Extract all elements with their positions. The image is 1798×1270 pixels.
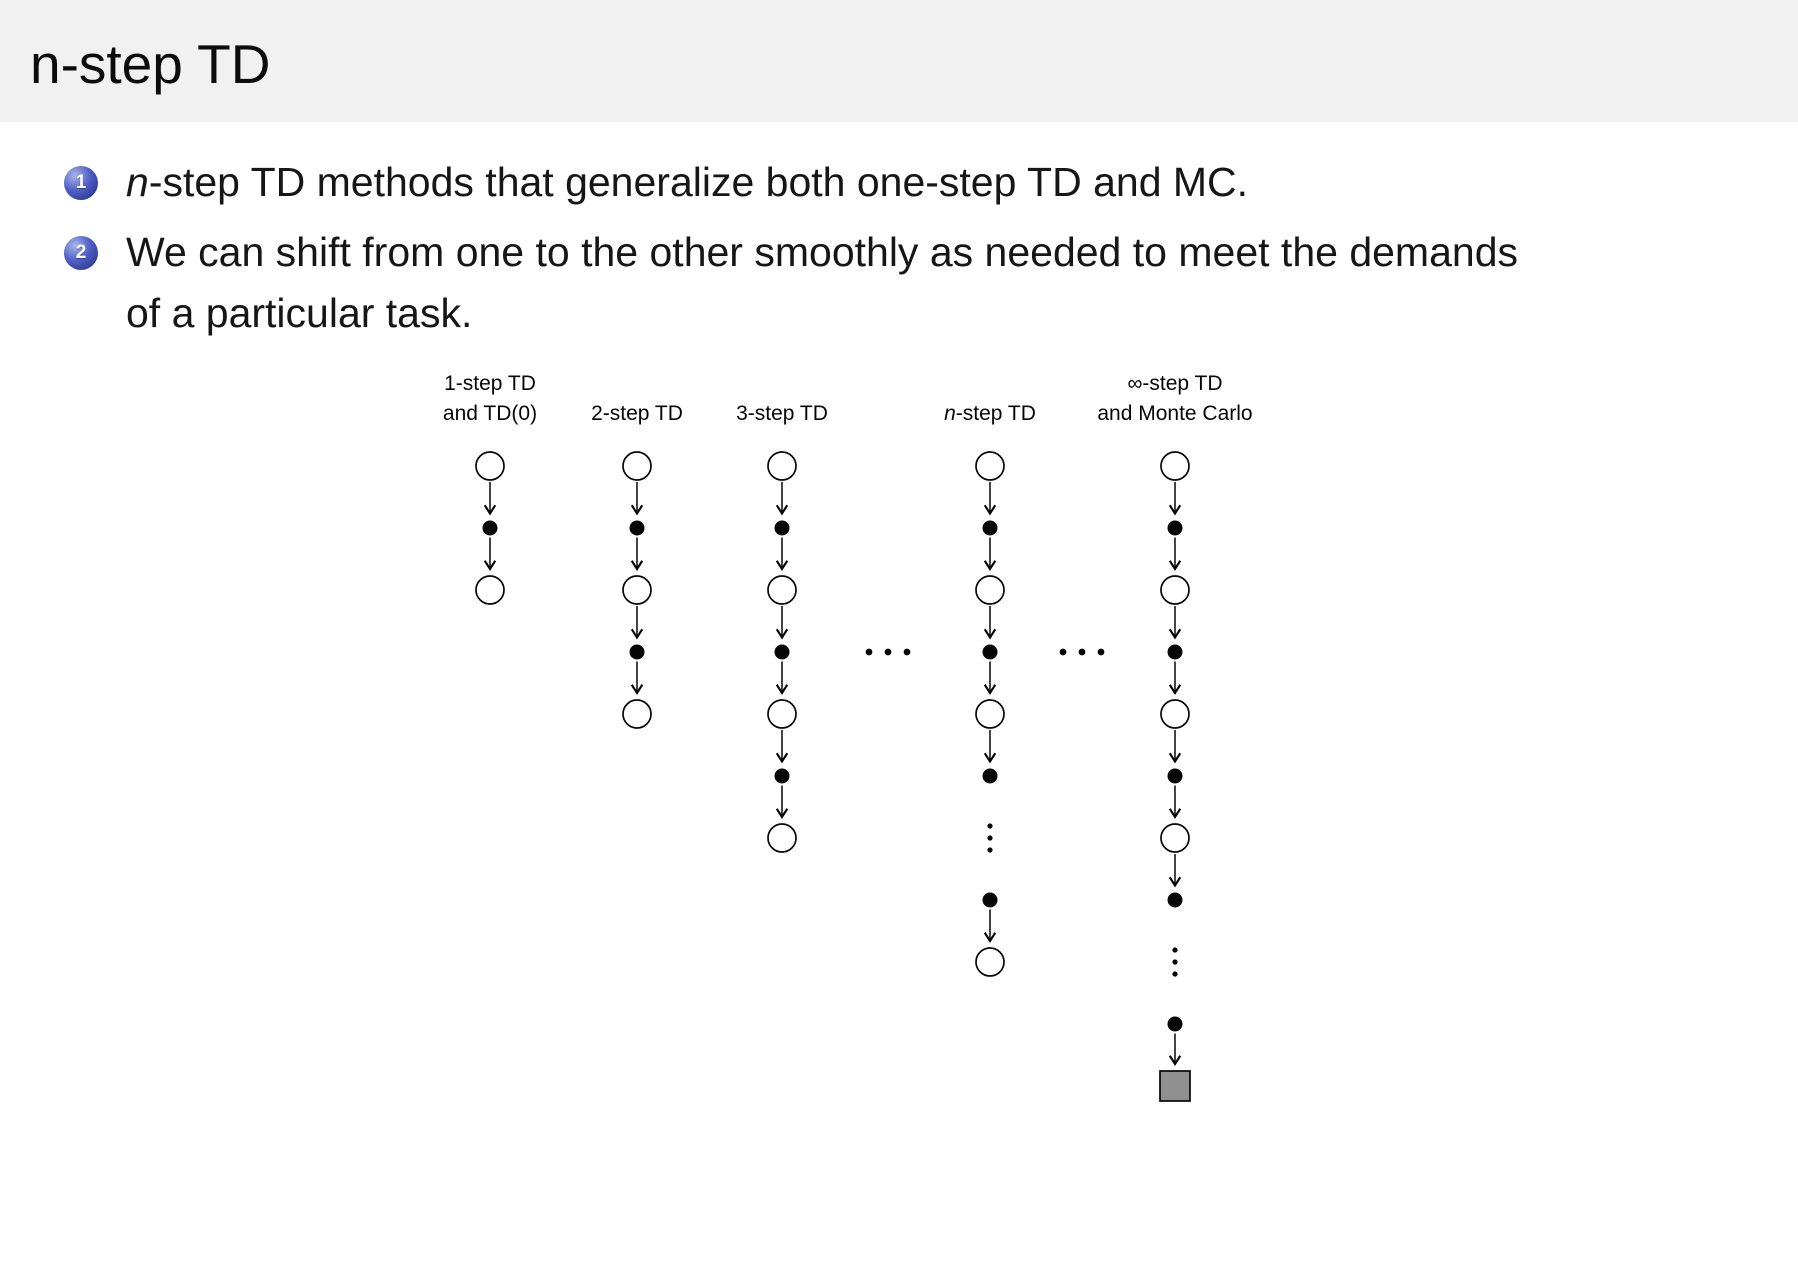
diagram-column-n-step-td: n-step TD: [944, 402, 1036, 977]
bullet-text: We can shift from one to the other smoot…: [126, 229, 1518, 336]
action-node: [482, 520, 498, 536]
bullet-number: 2: [75, 242, 87, 264]
state-node: [767, 575, 797, 605]
bullet-item: 1 n-step TD methods that generalize both…: [64, 152, 1534, 212]
state-node: [767, 699, 797, 729]
state-node: [1160, 699, 1190, 729]
state-node: [975, 699, 1005, 729]
action-node: [774, 768, 790, 784]
action-node: [1167, 892, 1183, 908]
horizontal-ellipsis-dot: [865, 648, 873, 656]
bullet-number: 1: [75, 172, 87, 193]
action-node: [982, 768, 998, 784]
action-node: [774, 520, 790, 536]
state-node: [767, 823, 797, 853]
horizontal-ellipsis-dot: [903, 648, 911, 656]
diagram-column-2-step-td: 2-step TD: [591, 402, 683, 729]
page-title: n-step TD: [30, 33, 271, 95]
action-node: [1167, 520, 1183, 536]
diagram-column-1-step-td: 1-step TD and TD(0): [443, 372, 537, 605]
terminal-state-node: [1159, 1070, 1191, 1102]
action-node: [982, 644, 998, 660]
column-label: n-step TD: [944, 402, 1036, 425]
vertical-ellipsis-dot: [987, 835, 993, 841]
action-node: [629, 644, 645, 660]
action-node: [1167, 768, 1183, 784]
column-label: and Monte Carlo: [1097, 402, 1252, 425]
horizontal-ellipsis-dot: [1097, 648, 1105, 656]
state-node: [622, 451, 652, 481]
horizontal-ellipsis-dot: [884, 648, 892, 656]
action-node: [1167, 1016, 1183, 1032]
column-label: 2-step TD: [591, 402, 683, 425]
state-node: [767, 451, 797, 481]
state-node: [1160, 575, 1190, 605]
action-node: [774, 644, 790, 660]
column-label: 3-step TD: [736, 402, 828, 425]
column-label: and TD(0): [443, 402, 537, 425]
state-node: [1160, 823, 1190, 853]
action-node: [982, 520, 998, 536]
diagram-column-infinity-step-td: ∞-step TD and Monte Carlo: [1097, 372, 1253, 1102]
bullet-badge: 1: [64, 166, 98, 200]
state-node: [622, 699, 652, 729]
vertical-ellipsis-dot: [1172, 947, 1178, 953]
column-label: 1-step TD: [444, 372, 536, 395]
vertical-ellipsis-dot: [987, 847, 993, 853]
state-node: [1160, 451, 1190, 481]
vertical-ellipsis-dot: [1172, 959, 1178, 965]
bullet-item: 2 We can shift from one to the other smo…: [64, 222, 1534, 343]
slide-header: n-step TD: [0, 0, 1798, 122]
vertical-ellipsis-dot: [987, 823, 993, 829]
state-node: [975, 575, 1005, 605]
action-node: [982, 892, 998, 908]
horizontal-ellipsis-dot: [1059, 648, 1067, 656]
bullet-text: n-step TD methods that generalize both o…: [126, 159, 1249, 205]
column-label: ∞-step TD: [1127, 372, 1222, 395]
state-node: [622, 575, 652, 605]
action-node: [1167, 644, 1183, 660]
state-node: [475, 575, 505, 605]
diagram-column-3-step-td: 3-step TD: [736, 402, 828, 853]
state-node: [475, 451, 505, 481]
bullet-badge: 2: [64, 236, 98, 271]
action-node: [629, 520, 645, 536]
state-node: [975, 947, 1005, 977]
horizontal-ellipsis-dot: [1078, 648, 1086, 656]
state-node: [975, 451, 1005, 481]
vertical-ellipsis-dot: [1172, 971, 1178, 977]
bullet-list: 1 n-step TD methods that generalize both…: [64, 152, 1534, 343]
